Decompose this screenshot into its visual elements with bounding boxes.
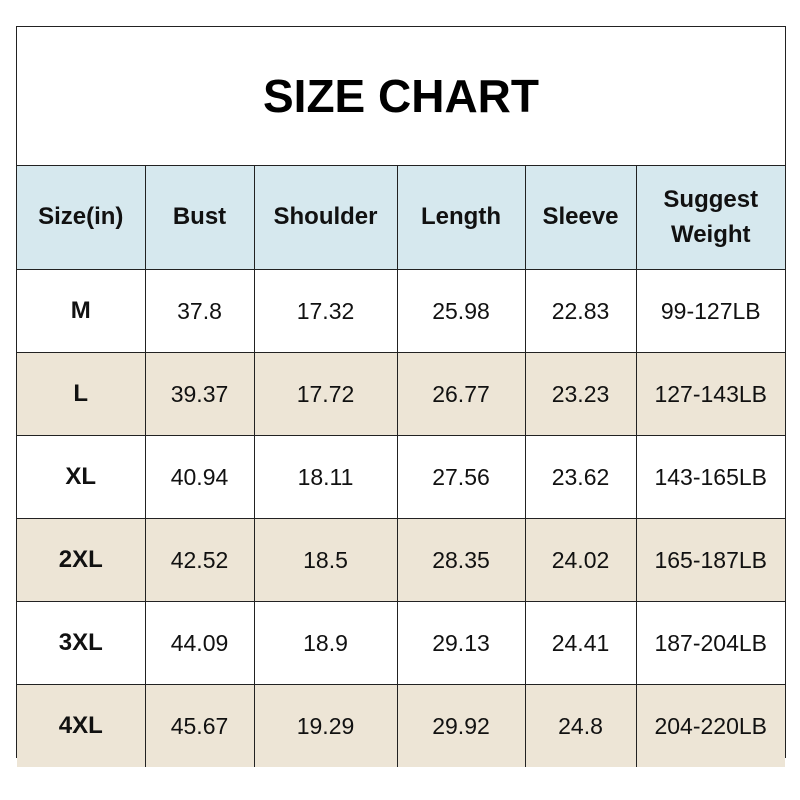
table-row: XL 40.94 18.11 27.56 23.62 143-165LB [17, 435, 785, 519]
value-cell: 18.9 [253, 601, 398, 685]
value-cell: 17.32 [253, 269, 398, 353]
value-cell: 143-165LB [635, 435, 785, 519]
value-cell: 45.67 [144, 684, 255, 767]
size-table: Size(in) Bust Shoulder Length Sleeve Suggest … [17, 166, 785, 767]
table-row: L 39.37 17.72 26.77 23.23 127-143LB [17, 352, 785, 436]
value-cell: 42.52 [144, 518, 255, 602]
value-cell: 44.09 [144, 601, 255, 685]
value-cell: 18.11 [253, 435, 398, 519]
value-cell: 26.77 [396, 352, 526, 436]
column-header: Sleeve [524, 166, 637, 270]
value-cell: 28.35 [396, 518, 526, 602]
size-cell: 3XL [17, 601, 146, 685]
value-cell: 24.41 [524, 601, 637, 685]
value-cell: 24.8 [524, 684, 637, 767]
size-cell: 2XL [17, 518, 146, 602]
header-row: Size(in) Bust Shoulder Length Sleeve Suggest … [17, 166, 785, 270]
column-header: Suggest Weight [635, 166, 785, 270]
value-cell: 22.83 [524, 269, 637, 353]
value-cell: 25.98 [396, 269, 526, 353]
value-cell: 127-143LB [635, 352, 785, 436]
chart-title: SIZE CHART [17, 27, 785, 166]
size-cell: L [17, 352, 146, 436]
column-header: Size(in) [17, 166, 146, 270]
table-row: 2XL 42.52 18.5 28.35 24.02 165-187LB [17, 518, 785, 602]
value-cell: 23.62 [524, 435, 637, 519]
value-cell: 99-127LB [635, 269, 785, 353]
value-cell: 187-204LB [635, 601, 785, 685]
column-header: Length [396, 166, 526, 270]
table-row: M 37.8 17.32 25.98 22.83 99-127LB [17, 269, 785, 353]
value-cell: 17.72 [253, 352, 398, 436]
column-header: Bust [144, 166, 255, 270]
value-cell: 39.37 [144, 352, 255, 436]
value-cell: 19.29 [253, 684, 398, 767]
table-row: 3XL 44.09 18.9 29.13 24.41 187-204LB [17, 601, 785, 685]
value-cell: 40.94 [144, 435, 255, 519]
size-cell: XL [17, 435, 146, 519]
value-cell: 165-187LB [635, 518, 785, 602]
value-cell: 18.5 [253, 518, 398, 602]
size-cell: M [17, 269, 146, 353]
size-chart: SIZE CHART Size(in) Bust Shoulder Length Sle… [16, 26, 786, 767]
value-cell: 204-220LB [635, 684, 785, 767]
column-header: Shoulder [253, 166, 398, 270]
value-cell: 24.02 [524, 518, 637, 602]
value-cell: 27.56 [396, 435, 526, 519]
value-cell: 37.8 [144, 269, 255, 353]
value-cell: 23.23 [524, 352, 637, 436]
value-cell: 29.13 [396, 601, 526, 685]
value-cell: 29.92 [396, 684, 526, 767]
table-row: 4XL 45.67 19.29 29.92 24.8 204-220LB [17, 684, 785, 767]
size-cell: 4XL [17, 684, 146, 767]
